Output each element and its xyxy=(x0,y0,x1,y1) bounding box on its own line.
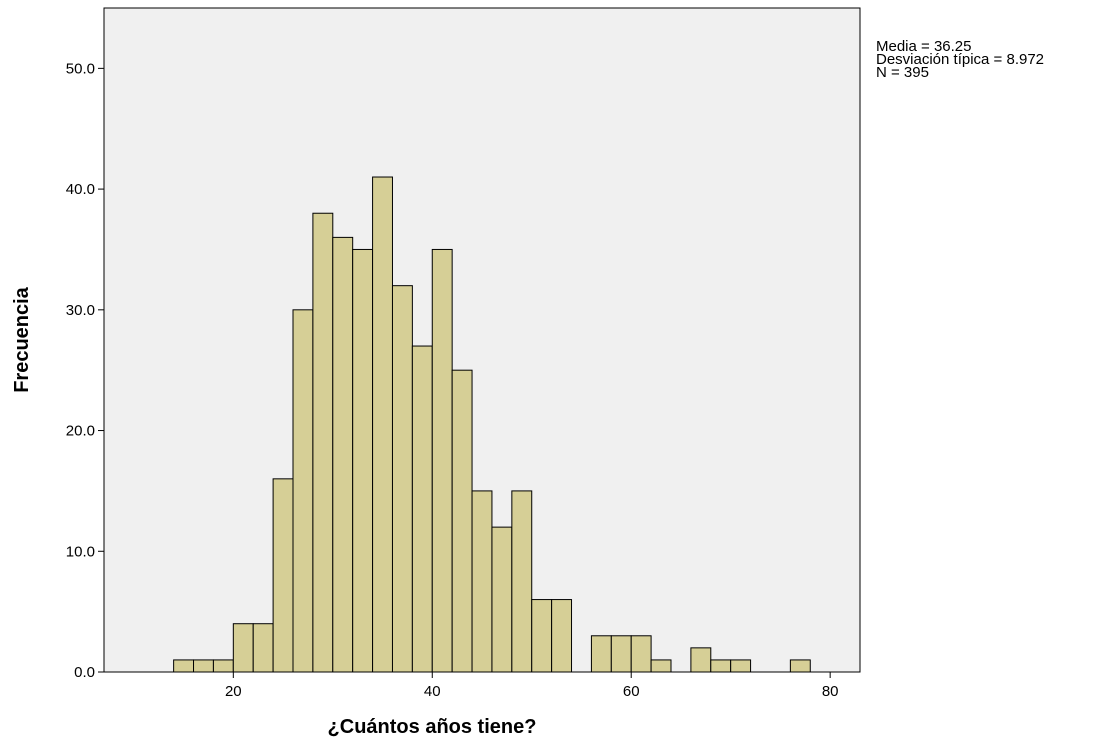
histogram-bar xyxy=(590,635,612,673)
y-tick-label: 50.0 xyxy=(66,60,95,77)
statistics-legend: Media = 36.25 Desviación típica = 8.972 … xyxy=(876,38,1045,81)
histogram-bar xyxy=(491,526,513,673)
histogram-bar xyxy=(252,623,274,673)
x-tick-label: 20 xyxy=(225,683,242,700)
x-tick-label: 60 xyxy=(623,683,640,700)
histogram-bar xyxy=(511,490,533,673)
histogram-bar xyxy=(212,659,234,673)
x-axis-title: ¿Cuántos años tiene? xyxy=(328,716,537,738)
axes: 0.0 10.0 20.0 30.0 40.0 50.0 20 40 60 80 xyxy=(66,60,839,700)
x-tick-label: 80 xyxy=(822,683,839,700)
x-tick-label: 40 xyxy=(424,683,441,700)
mean-stat: Media = 36.25 xyxy=(876,38,972,55)
histogram-bar xyxy=(391,285,413,673)
n-stat: N = 395 xyxy=(876,64,929,81)
y-tick-label: 20.0 xyxy=(66,423,95,440)
histogram-bar xyxy=(710,659,732,673)
histogram-bar xyxy=(690,647,712,673)
histogram-bar xyxy=(411,345,433,673)
histogram-bar xyxy=(232,623,254,673)
histogram-bar xyxy=(471,490,493,673)
histogram-bar xyxy=(272,478,294,673)
histogram-bar xyxy=(173,659,195,673)
histogram-bar xyxy=(610,635,632,673)
histogram-bar xyxy=(451,369,473,673)
histogram-bar xyxy=(332,236,354,673)
histogram-bars xyxy=(173,176,811,673)
histogram-bar xyxy=(193,659,214,673)
histogram-bar xyxy=(292,309,314,673)
histogram-bar xyxy=(789,659,811,673)
histogram-bar xyxy=(531,599,553,673)
y-tick-label: 40.0 xyxy=(66,181,95,198)
histogram-bar xyxy=(312,212,334,673)
y-axis-title: Frecuencia xyxy=(11,286,33,392)
histogram-bar xyxy=(372,176,393,673)
histogram-bar xyxy=(352,248,374,673)
y-tick-label: 10.0 xyxy=(66,543,95,560)
histogram-bar xyxy=(730,659,752,673)
histogram-bar xyxy=(630,635,652,673)
y-tick-label: 0.0 xyxy=(74,664,95,681)
y-tick-label: 30.0 xyxy=(66,302,95,319)
histogram-bar xyxy=(650,659,672,673)
sd-stat: Desviación típica = 8.972 xyxy=(876,51,1045,68)
histogram-bar xyxy=(431,248,453,673)
histogram-bar xyxy=(551,599,573,673)
